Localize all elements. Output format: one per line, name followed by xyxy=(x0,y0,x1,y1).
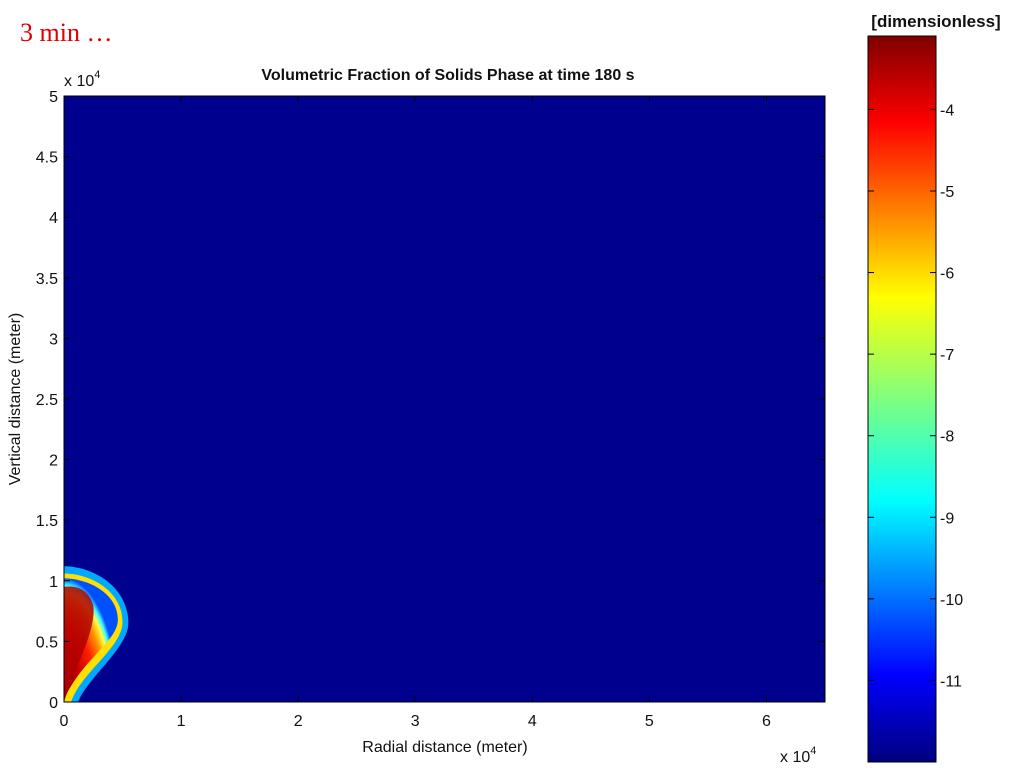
x-tick-label: 1 xyxy=(177,713,186,730)
y-axis-multiplier: x 104 xyxy=(64,69,100,90)
colorbar-tick-label: -6 xyxy=(940,266,954,283)
y-tick-label: 5 xyxy=(49,89,58,106)
y-tick-label: 0 xyxy=(49,695,58,712)
colorbar-unit-label: [dimensionless] xyxy=(871,12,1000,31)
colorbar-tick-label: -11 xyxy=(940,673,962,690)
slide-caption: 3 min … xyxy=(20,18,113,47)
y-tick-label: 0.5 xyxy=(36,634,58,651)
x-tick-label: 6 xyxy=(762,713,771,730)
x-tick-label: 4 xyxy=(528,713,537,730)
y-tick-label: 2.5 xyxy=(36,392,58,409)
colorbar-tick-label: -10 xyxy=(940,592,963,609)
colorbar-tick-label: -9 xyxy=(940,510,954,527)
y-tick-label: 1 xyxy=(49,574,58,591)
y-tick-label: 2 xyxy=(49,453,58,470)
x-tick-label: 0 xyxy=(60,713,69,730)
plot-background xyxy=(64,96,825,702)
x-axis-label: Radial distance (meter) xyxy=(362,739,527,756)
plume-center xyxy=(64,586,94,702)
x-tick-label: 3 xyxy=(411,713,420,730)
x-axis-multiplier: x 104 xyxy=(780,745,816,766)
colorbar-tick-label: -5 xyxy=(940,184,954,201)
plume-group xyxy=(64,566,129,702)
y-tick-label: 1.5 xyxy=(36,513,58,530)
y-axis-label: Vertical distance (meter) xyxy=(7,313,24,486)
colorbar-tick-label: -8 xyxy=(940,429,954,446)
x-tick-label: 5 xyxy=(645,713,654,730)
y-tick-label: 3.5 xyxy=(36,271,58,288)
colorbar-tick-label: -7 xyxy=(940,347,954,364)
colorbar-tick-label: -4 xyxy=(940,102,954,119)
y-tick-label: 4.5 xyxy=(36,150,58,167)
chart-title: Volumetric Fraction of Solids Phase at t… xyxy=(261,67,634,84)
colorbar xyxy=(867,35,937,763)
y-tick-label: 4 xyxy=(49,210,58,227)
x-tick-label: 2 xyxy=(294,713,303,730)
y-tick-label: 3 xyxy=(49,331,58,348)
